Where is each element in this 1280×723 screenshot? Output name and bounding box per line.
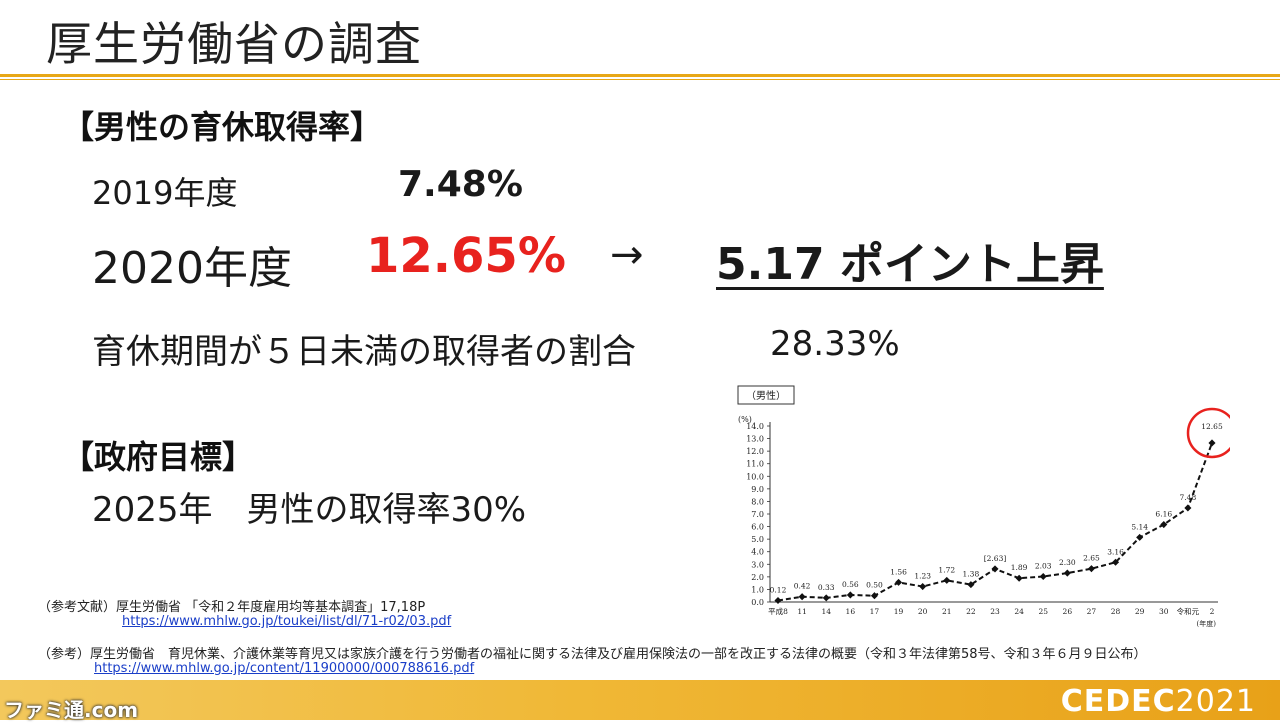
data-point — [1087, 565, 1095, 573]
y-tick-label: 11.0 — [746, 460, 764, 469]
data-point — [1208, 439, 1216, 447]
y-tick-label: 10.0 — [746, 472, 764, 481]
data-label: 1.56 — [890, 567, 907, 576]
rise-text: 5.17 ポイント上昇 — [716, 239, 1104, 290]
short-leave-value: 28.33% — [770, 324, 900, 364]
x-tick-label: 20 — [918, 607, 928, 616]
x-tick-label: 27 — [1087, 607, 1097, 616]
data-point — [943, 576, 951, 584]
y-tick-label: 8.0 — [751, 497, 764, 506]
data-point — [798, 593, 806, 601]
y-tick-label: 7.0 — [751, 510, 764, 519]
data-label: 1.72 — [938, 565, 955, 574]
data-label: 1.89 — [1011, 563, 1028, 572]
x-tick-label: 30 — [1159, 607, 1169, 616]
x-tick-label: 14 — [821, 607, 831, 616]
cedec-logo-year: 2021 — [1175, 684, 1256, 719]
y-tick-label: 1.0 — [751, 585, 764, 594]
x-tick-label: 2 — [1210, 607, 1215, 616]
reference-2-text: （参考）厚生労働省 育児休業、介護休業等育児又は家族介護を行う労働者の福祉に関す… — [38, 647, 1147, 662]
data-point — [822, 594, 830, 602]
data-point — [1015, 574, 1023, 582]
data-label: 3.16 — [1107, 547, 1124, 556]
y-axis-label: (%) — [738, 415, 752, 424]
year-2019-label: 2019年度 — [92, 174, 238, 212]
data-label: 0.50 — [866, 581, 883, 590]
data-label: 2.03 — [1035, 561, 1052, 570]
data-label: 12.65 — [1201, 422, 1223, 431]
x-tick-label: 平成8 — [768, 606, 788, 616]
y-tick-label: 12.0 — [746, 447, 764, 456]
x-tick-label: 22 — [966, 607, 976, 616]
data-point — [774, 596, 782, 605]
x-axis-label: (年度) — [1197, 619, 1217, 628]
section-heading-government-goal: 【政府目標】 — [62, 438, 255, 476]
paternity-leave-chart: （男性） (%) 0.0 1.0 2.0 3.0 4.0 5.0 6.0 7.0 8.0 9.0 10.… — [730, 380, 1230, 630]
reference-2-link[interactable]: https://www.mhlw.go.jp/content/11900000/… — [94, 661, 475, 676]
highlight-circle — [1186, 407, 1230, 459]
reference-1-text: （参考文献）厚生労働省 「令和２年度雇用均等基本調査」17,18P — [38, 600, 426, 615]
data-label: 1.38 — [963, 570, 980, 579]
x-tick-label: 29 — [1135, 607, 1145, 616]
x-tick-label: 11 — [797, 607, 807, 616]
y-tick-label: 9.0 — [751, 485, 764, 494]
footer-bar: CEDEC2021 — [0, 680, 1280, 720]
x-tick-label: 24 — [1014, 607, 1024, 616]
data-point — [846, 591, 854, 599]
y-tick-label: 4.0 — [751, 548, 764, 557]
data-point — [919, 583, 927, 591]
data-label: 0.12 — [770, 585, 787, 594]
data-point — [1039, 572, 1047, 581]
data-point — [1063, 569, 1071, 577]
x-tick-label: 28 — [1111, 607, 1121, 616]
data-label: 0.56 — [842, 580, 859, 589]
cedec-logo-text: CEDEC — [1060, 684, 1176, 719]
data-label: 2.30 — [1059, 558, 1076, 567]
y-tick-label: 13.0 — [746, 435, 764, 444]
data-label: 0.33 — [818, 583, 835, 592]
x-tick-label: 26 — [1063, 607, 1073, 616]
data-label: 6.16 — [1155, 510, 1172, 519]
title-underline-thin — [0, 79, 1280, 80]
y-tick-label: 3.0 — [751, 560, 764, 569]
chart-title: （男性） — [746, 389, 786, 402]
x-tick-label: 令和元 — [1177, 606, 1200, 616]
data-label: 1.23 — [914, 572, 931, 581]
year-2019-value: 7.48% — [398, 164, 523, 205]
y-tick-label: 2.0 — [751, 573, 764, 582]
x-tick-label: 17 — [870, 607, 880, 616]
reference-1-link[interactable]: https://www.mhlw.go.jp/toukei/list/dl/71… — [122, 614, 452, 629]
x-tick-label: 23 — [990, 607, 1000, 616]
data-label: 5.14 — [1131, 522, 1148, 531]
x-tick-label: 16 — [846, 607, 856, 616]
data-point — [991, 565, 999, 573]
data-point — [1160, 521, 1168, 529]
y-tick-label: 5.0 — [751, 535, 764, 544]
data-label: 7.48 — [1180, 493, 1197, 502]
chart-title-box — [737, 385, 795, 405]
x-tick-label: 19 — [894, 607, 904, 616]
famitsu-watermark: ファミ通.com — [4, 698, 139, 722]
data-label: 2.65 — [1083, 554, 1100, 563]
short-leave-label: 育休期間が５日未満の取得者の割合 — [92, 332, 636, 372]
data-label: [2.63] — [984, 554, 1007, 563]
year-2020-label: 2020年度 — [92, 243, 292, 294]
x-tick-label: 21 — [942, 607, 952, 616]
data-label: 0.42 — [794, 582, 811, 591]
y-tick-label: 14.0 — [746, 422, 764, 431]
x-tick-label: 25 — [1038, 607, 1048, 616]
title-underline — [0, 74, 1280, 77]
year-2020-value: 12.65% — [366, 228, 566, 284]
y-tick-label: 6.0 — [751, 523, 764, 532]
arrow-icon: → — [610, 232, 644, 278]
slide-title: 厚生労働省の調査 — [46, 17, 422, 71]
government-goal-text: 2025年 男性の取得率30% — [92, 490, 527, 530]
data-point — [1184, 504, 1192, 512]
y-tick-label: 0.0 — [751, 598, 764, 607]
section-heading-paternity-rate: 【男性の育休取得率】 — [62, 108, 383, 146]
chart-svg: （男性） (%) 0.0 1.0 2.0 3.0 4.0 5.0 6.0 7.0 8.0 9.0 10.… — [737, 385, 1230, 628]
cedec-logo: CEDEC2021 — [1061, 684, 1256, 719]
data-point — [1136, 533, 1144, 541]
